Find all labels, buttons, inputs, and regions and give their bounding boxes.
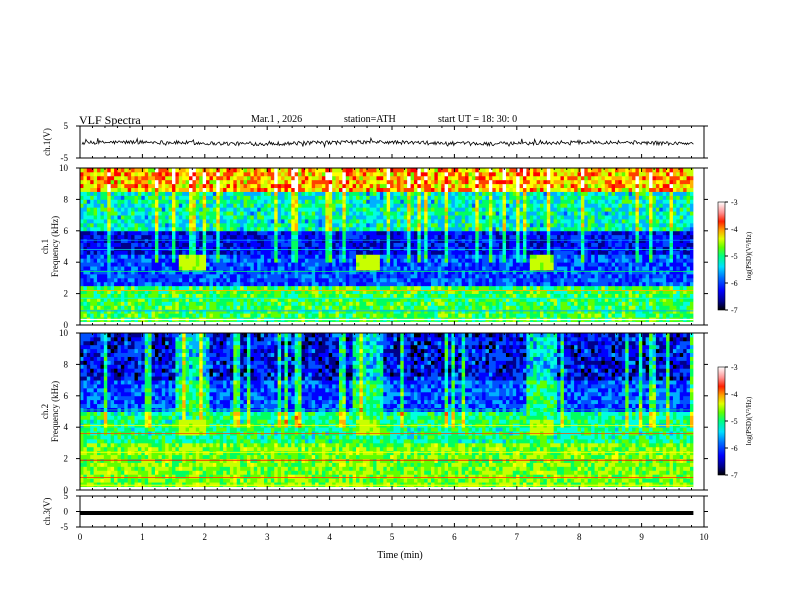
- ch1-colorbar: [717, 201, 726, 311]
- ch2-spectrogram: [80, 333, 704, 491]
- ch1-colorbar-label: log(PSD)(V²/Hz): [745, 231, 753, 280]
- ch2-spectrogram-y-label-text: Frequency (kHz): [50, 381, 60, 442]
- x-axis-label: Time (min): [377, 550, 422, 561]
- ch3-y-axis-label: ch.3(V): [42, 498, 52, 526]
- x-tick-label: 0: [78, 532, 83, 542]
- x-tick-label: 4: [327, 532, 332, 542]
- x-tick-label: 2: [203, 532, 208, 542]
- x-tick-label: 1: [140, 532, 145, 542]
- ch3-y-tick-label: 0: [64, 507, 69, 517]
- header-start-time: start UT = 18: 30: 0: [438, 114, 518, 125]
- ch1-spectrogram-y-label-text: Frequency (kHz): [50, 216, 60, 277]
- ch1-waveform-line: [81, 136, 694, 149]
- ch1-y-axis-label: ch.1(V): [42, 128, 52, 156]
- ch1-colorbar-tick-label: -5: [731, 252, 738, 261]
- s2-y-tick-label: 4: [64, 422, 69, 432]
- header-date: Mar.1 , 2026: [251, 114, 303, 125]
- s2-y-tick-label: 6: [64, 391, 69, 401]
- ch2-colorbar-tick-label: -4: [731, 390, 738, 399]
- ch3-y-tick-label: -5: [61, 522, 69, 532]
- x-tick-label: 3: [265, 532, 270, 542]
- s1-y-tick-label: 8: [64, 194, 69, 204]
- s2-y-tick-label: 10: [59, 328, 69, 338]
- ch2-colorbar-tick-label: -7: [731, 471, 738, 480]
- chart-title: VLF Spectra: [79, 113, 141, 127]
- header-station: station=ATH: [344, 114, 396, 125]
- s1-y-tick-label: 2: [64, 289, 69, 299]
- ch1-colorbar-tick-label: -4: [731, 225, 738, 234]
- ch1-spectrogram: [80, 168, 704, 326]
- ch1-colorbar-tick-label: -7: [731, 306, 738, 315]
- x-tick-label: 10: [700, 532, 710, 542]
- ch1-colorbar-tick-label: -6: [731, 279, 738, 288]
- ch2-colorbar: [717, 366, 726, 476]
- ch1-spectrogram-y-label-channel: ch.1: [40, 239, 50, 254]
- x-tick-label: 5: [390, 532, 395, 542]
- x-tick-label: 6: [452, 532, 457, 542]
- ch3-y-tick-label: 5: [64, 491, 69, 501]
- ch2-colorbar-label: log(PSD)(V²/Hz): [745, 396, 753, 445]
- ch2-colorbar-tick-label: -6: [731, 444, 738, 453]
- s1-y-tick-label: 0: [64, 320, 69, 330]
- s1-y-tick-label: 4: [64, 257, 69, 267]
- s1-y-tick-label: 10: [59, 163, 69, 173]
- x-tick-label: 9: [639, 532, 644, 542]
- ch1-y-tick-label: 5: [64, 121, 69, 131]
- x-tick-label: 7: [515, 532, 520, 542]
- s2-y-tick-label: 2: [64, 454, 69, 464]
- x-tick-label: 8: [577, 532, 582, 542]
- s2-y-tick-label: 8: [64, 359, 69, 369]
- ch2-colorbar-tick-label: -3: [731, 363, 738, 372]
- s2-y-tick-label: 0: [64, 485, 69, 495]
- ch2-spectrogram-y-label-channel: ch.2: [40, 404, 50, 419]
- ch2-colorbar-tick-label: -5: [731, 417, 738, 426]
- ch1-y-tick-label: -5: [61, 153, 69, 163]
- s1-y-tick-label: 6: [64, 226, 69, 236]
- ch1-colorbar-tick-label: -3: [731, 198, 738, 207]
